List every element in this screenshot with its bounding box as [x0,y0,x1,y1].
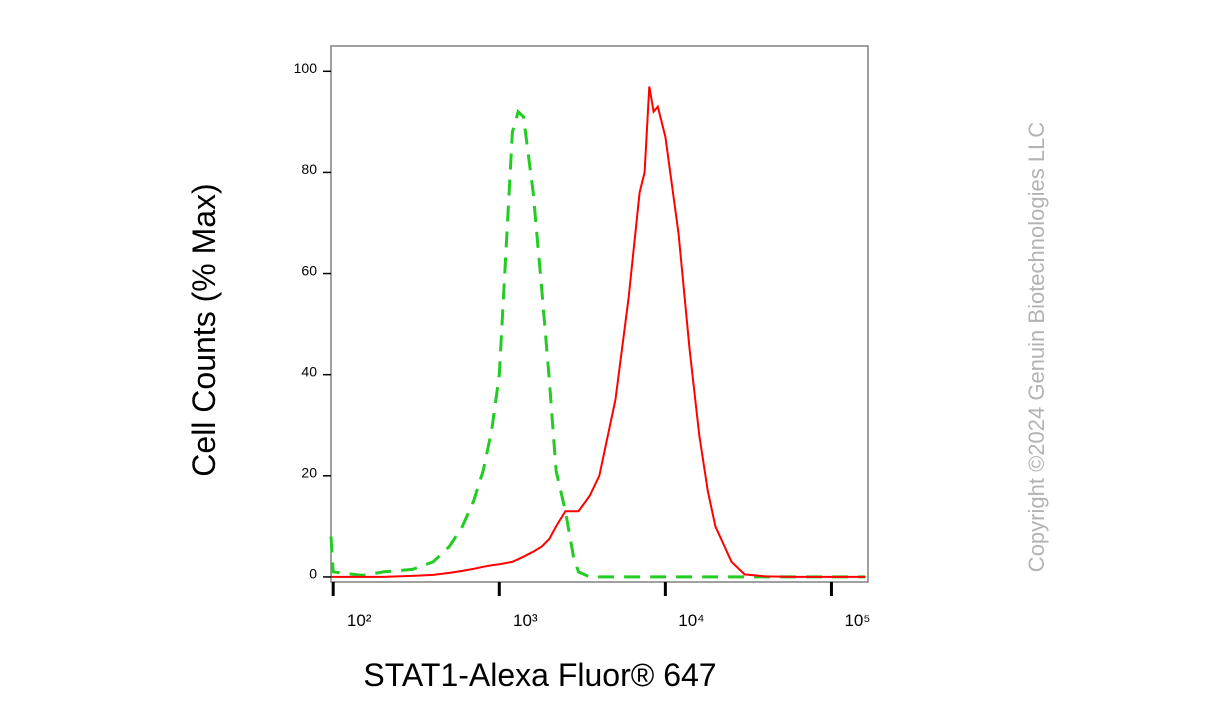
y-tick-label: 20 [301,465,317,481]
y-tick-label: 100 [294,60,318,76]
x-tick-label: 10² [347,611,372,630]
x-tick-label: 10⁴ [678,611,704,630]
ticks: 0 20 40 60 80 100 10² 10³ 10⁴ 10⁵ [294,60,871,630]
y-tick-label: 80 [301,161,317,177]
x-tick-label: 10⁵ [844,611,870,630]
plot-frame [330,45,869,583]
y-axis-title: Cell Counts (% Max) [186,183,222,476]
y-tick-label: 60 [301,262,317,278]
y-tick-label: 40 [301,363,317,379]
y-tick-label: 0 [309,566,317,582]
lines [329,86,866,579]
histogram-line [331,86,866,578]
histogram-line [329,108,866,579]
copyright: Copyright ©2024 Genuin Biotechnologies L… [1024,122,1049,573]
x-tick-label: 10³ [513,611,538,630]
x-axis-title: STAT1-Alexa Fluor® 647 [363,657,716,693]
